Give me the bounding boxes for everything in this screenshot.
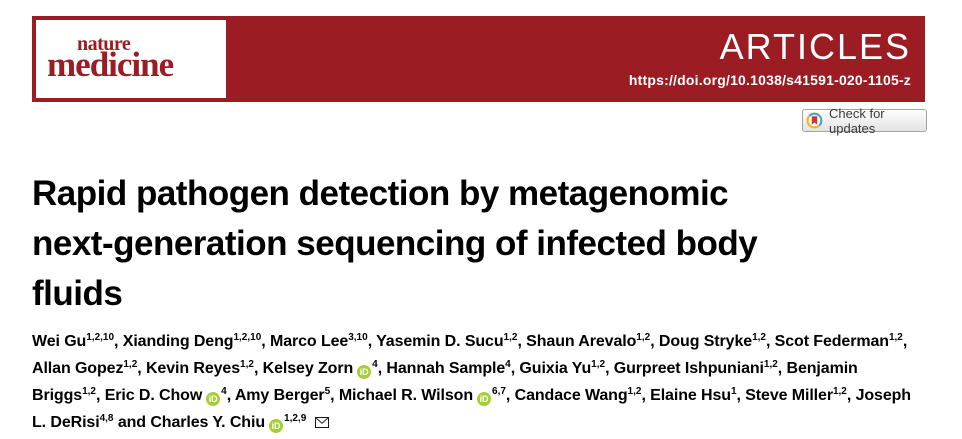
author-name: Kelsey Zorn: [262, 360, 354, 377]
affiliation-superscript: 1,2: [636, 332, 651, 343]
affiliation-superscript: 1,2,10: [86, 332, 115, 343]
author-name: Shaun Arevalo: [526, 333, 637, 350]
doi-link[interactable]: https://doi.org/10.1038/s41591-020-1105-…: [628, 72, 911, 88]
author-name: Amy Berger: [234, 387, 325, 404]
journal-logo-nature: nature: [77, 33, 131, 55]
affiliation-superscript: 1,2: [240, 359, 254, 370]
author-name: Kevin Reyes: [145, 360, 241, 377]
affiliation-superscript: 1,2,9: [284, 413, 307, 424]
orcid-icon[interactable]: iD: [357, 365, 372, 379]
check-for-updates-label: Check for updates: [829, 105, 885, 136]
author-name: Guixia Yu: [519, 360, 592, 377]
crossmark-icon: [806, 112, 823, 129]
section-label: ARTICLES: [719, 26, 911, 67]
check-for-updates-button[interactable]: Check for updates: [802, 106, 927, 136]
journal-logo-medicine: medicine: [47, 45, 174, 84]
author-name: Scot Federman: [774, 333, 889, 350]
affiliation-superscript: 5: [324, 386, 331, 397]
author-name: Marco Lee: [269, 333, 349, 350]
envelope-icon[interactable]: [314, 410, 329, 437]
author-name: Yasemin D. Sucu: [376, 333, 504, 350]
orcid-icon[interactable]: iD: [206, 392, 221, 406]
affiliation-superscript: 4: [505, 359, 511, 370]
paper-title-line: fluids: [32, 274, 123, 314]
affiliation-superscript: 4,8: [99, 413, 114, 424]
affiliation-superscript: 1,2: [123, 359, 138, 370]
affiliation-superscript: 4: [372, 359, 378, 370]
author-name: Steve Miller: [745, 387, 833, 404]
affiliation-superscript: 1,2: [82, 386, 96, 397]
affiliation-superscript: 1,2: [503, 332, 518, 343]
author-name: Hannah Sample: [386, 360, 506, 377]
affiliation-superscript: 1,2: [888, 332, 903, 343]
author-name: Charles Y. Chiu: [150, 414, 266, 431]
author-name: Joseph L. DeRisi: [32, 387, 911, 431]
author-list: Wei Gu1,2,10, Xianding Deng1,2,10, Marco…: [32, 328, 912, 437]
author-name: Gurpreet Ishpuniani: [613, 360, 764, 377]
paper-title-line: Rapid pathogen detection by metagenomic: [32, 174, 729, 214]
affiliation-superscript: 3,10: [348, 332, 368, 343]
orcid-icon[interactable]: iD: [269, 419, 284, 433]
affiliation-superscript: 1,2: [591, 359, 606, 370]
affiliation-superscript: 1,2,10: [233, 332, 262, 343]
affiliation-superscript: 6,7: [492, 386, 506, 397]
orcid-icon[interactable]: iD: [477, 392, 492, 406]
affiliation-superscript: 4: [221, 386, 227, 397]
author-name: Allan Gopez: [32, 360, 124, 377]
author-name: Eric D. Chow: [104, 387, 203, 404]
paper-title-line: next-generation sequencing of infected b…: [32, 224, 758, 264]
author-name: Xianding Deng: [122, 333, 234, 350]
affiliation-superscript: 1,2: [627, 386, 642, 397]
affiliation-superscript: 1: [730, 386, 737, 397]
author-name: Michael R. Wilson: [338, 387, 474, 404]
affiliation-superscript: 1,2: [832, 386, 847, 397]
affiliation-superscript: 1,2: [763, 359, 778, 370]
paper-title: Rapid pathogen detection by metagenomic …: [32, 169, 932, 319]
author-name: Benjamin Briggs: [32, 360, 858, 404]
affiliation-superscript: 1,2: [752, 332, 766, 343]
author-name: Elaine Hsu: [650, 387, 731, 404]
journal-banner: nature medicine ARTICLES https://doi.org…: [32, 16, 925, 102]
author-name: Doug Stryke: [658, 333, 753, 350]
author-name: Wei Gu: [32, 333, 87, 350]
author-name: Candace Wang: [514, 387, 628, 404]
journal-logo: nature medicine: [36, 20, 226, 98]
